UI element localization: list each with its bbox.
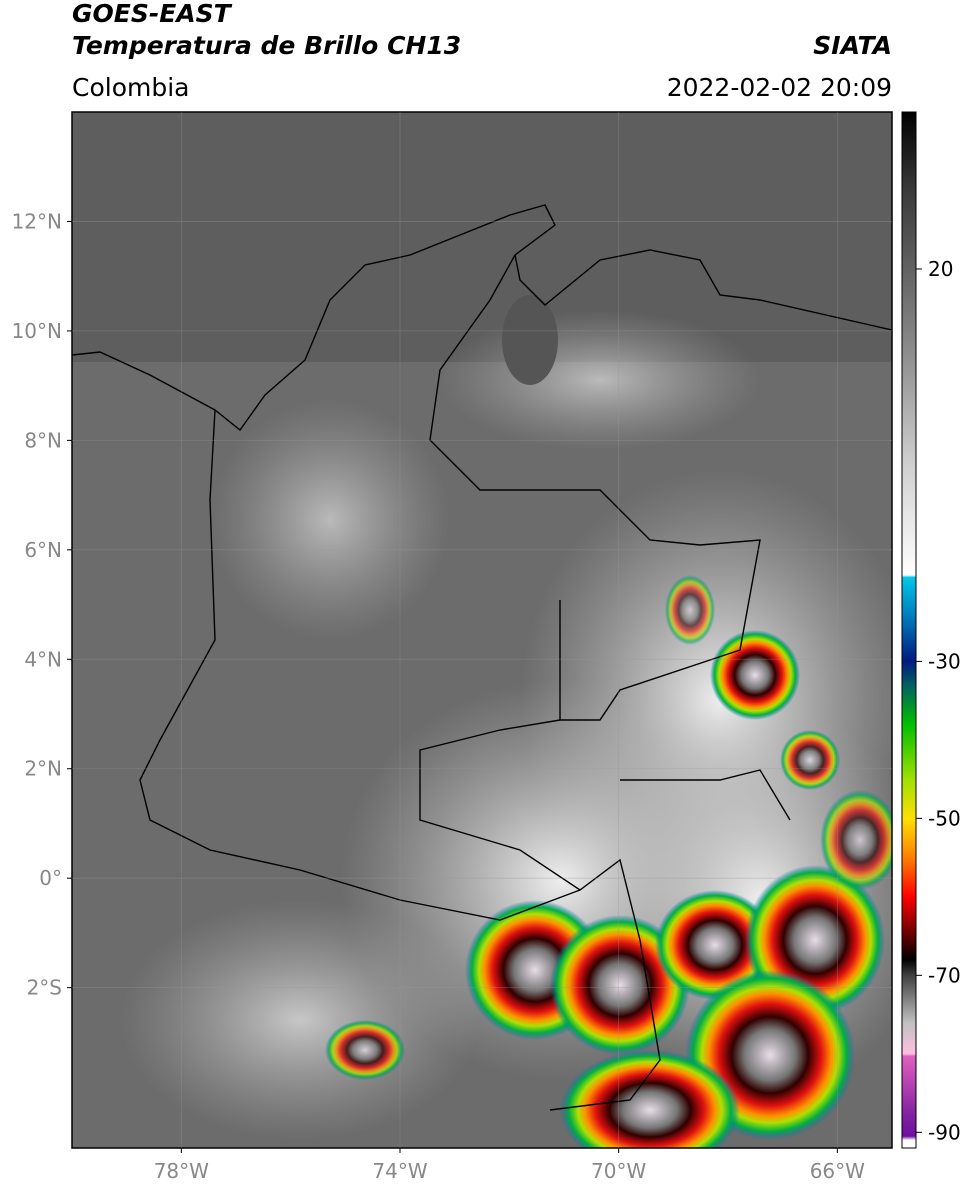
- source: SIATA: [813, 31, 892, 60]
- title: GOES-EAST: [72, 0, 233, 28]
- y-tick-label: 10°N: [12, 319, 62, 343]
- colorbar-tick-label: -30: [928, 649, 961, 673]
- subtitle: Temperatura de Brillo CH13: [72, 31, 461, 60]
- x-tick-label: 78°W: [154, 1159, 209, 1183]
- colorbar-tick-label: -90: [928, 1120, 961, 1144]
- y-tick-label: 4°N: [24, 647, 62, 671]
- y-tick-label: 12°N: [12, 209, 62, 233]
- y-tick-label: 0°: [39, 866, 62, 890]
- y-tick-label: 2°N: [24, 757, 62, 781]
- colorbar: [901, 111, 917, 1149]
- satellite-image: [72, 112, 892, 1148]
- region: Colombia: [72, 73, 189, 102]
- y-tick-label: 8°N: [24, 428, 62, 452]
- datetime: 2022-02-02 20:09: [667, 73, 892, 102]
- colorbar-tick-label: -70: [928, 963, 961, 987]
- y-tick-label: 2°S: [27, 976, 62, 1000]
- x-tick-label: 66°W: [810, 1159, 865, 1183]
- y-tick-label: 6°N: [24, 538, 62, 562]
- colorbar-tick-label: -50: [928, 806, 961, 830]
- x-tick-label: 74°W: [372, 1159, 427, 1183]
- x-tick-label: 70°W: [591, 1159, 646, 1183]
- map-frame: [71, 111, 893, 1149]
- colorbar-tick-label: 20: [928, 257, 953, 281]
